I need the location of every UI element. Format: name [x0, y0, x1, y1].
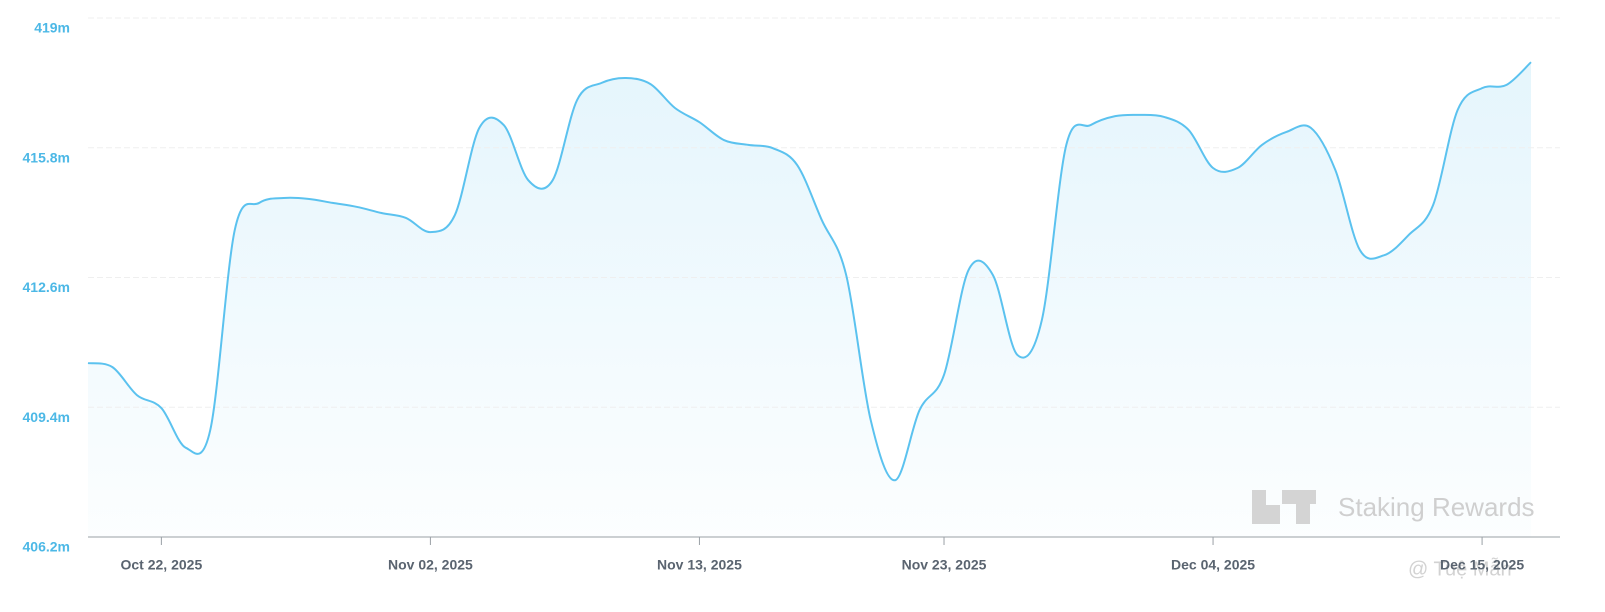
line — [87, 61, 1532, 482]
x-tick-label: Dec 04, 2025 — [1171, 557, 1255, 573]
logo — [1252, 490, 1316, 524]
area-fill — [88, 62, 1531, 537]
y-tick-label: 419m — [34, 20, 70, 36]
credit: @ Tuệ Mẫn — [1408, 557, 1512, 580]
x-tick-label: Nov 02, 2025 — [388, 557, 473, 573]
y-tick-label: 409.4m — [23, 409, 70, 425]
x-tick-label: Nov 23, 2025 — [902, 557, 987, 573]
y-tick-label: 415.8m — [23, 149, 70, 165]
x-tick-label: Dec 15, 2025 — [1440, 557, 1524, 573]
y-tick-label: 412.6m — [23, 279, 70, 295]
x-tick-label: Nov 13, 2025 — [657, 557, 742, 573]
x-tick-label: Oct 22, 2025 — [121, 557, 203, 573]
watermark: Staking Rewards — [1338, 492, 1535, 522]
y-tick-label: 406.2m — [23, 539, 70, 555]
